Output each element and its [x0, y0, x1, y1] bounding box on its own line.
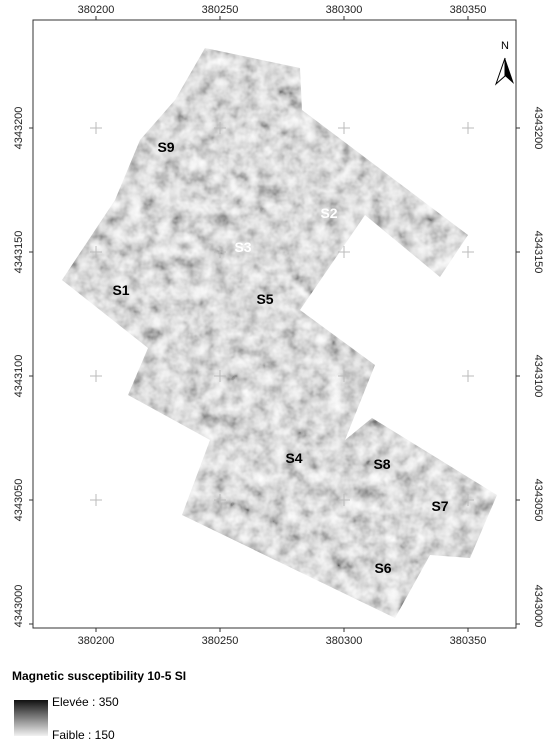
y-tick-label-right: 4343050: [532, 479, 544, 522]
y-tick-label-right: 4343150: [532, 231, 544, 274]
grid-cross: [338, 494, 350, 506]
grid-cross: [90, 370, 102, 382]
grid-cross: [214, 122, 226, 134]
legend-title: Magnetic susceptibility 10-5 SI: [12, 669, 186, 683]
y-tick-label-right: 4343100: [532, 355, 544, 398]
y-tick-label-left: 4343200: [13, 107, 25, 150]
legend-low: Faible : 150: [52, 728, 115, 742]
y-tick-label-right: 4343200: [532, 107, 544, 150]
grid-cross: [462, 246, 474, 258]
x-tick-label-bottom: 380350: [450, 635, 487, 647]
grid: [29, 16, 520, 632]
site-label: S3: [234, 239, 251, 255]
y-tick-label-right: 4343000: [532, 585, 544, 628]
x-tick-label-bottom: 380300: [326, 635, 363, 647]
site-label: S9: [157, 139, 174, 155]
grid-cross: [90, 246, 102, 258]
grid-cross: [214, 370, 226, 382]
north-arrow: N: [494, 40, 514, 86]
grid-cross: [338, 370, 350, 382]
grid-cross: [90, 494, 102, 506]
x-tick-label-top: 380250: [202, 4, 239, 16]
x-tick-label-bottom: 380250: [202, 635, 239, 647]
grid-cross: [462, 370, 474, 382]
site-label: S2: [320, 205, 337, 221]
site-label: S5: [256, 291, 273, 307]
site-label: S1: [112, 282, 129, 298]
y-tick-label-left: 4343000: [13, 585, 25, 628]
survey-area: [62, 48, 497, 618]
grid-cross: [214, 246, 226, 258]
grid-cross: [338, 122, 350, 134]
y-tick-label-left: 4343100: [13, 355, 25, 398]
site-label: S8: [373, 456, 390, 472]
legend-ramp: [14, 700, 48, 736]
grid-cross: [90, 122, 102, 134]
x-tick-label-bottom: 380200: [78, 635, 115, 647]
x-tick-label-top: 380300: [326, 4, 363, 16]
x-tick-label-top: 380350: [450, 4, 487, 16]
grid-cross: [462, 494, 474, 506]
tick-labels: 380200 380200 380250 380250 380300 380300 3803…: [13, 4, 544, 647]
x-tick-label-top: 380200: [78, 4, 115, 16]
grid-cross: [462, 122, 474, 134]
grid-cross: [338, 246, 350, 258]
north-label: N: [501, 40, 509, 52]
legend-high: Elevée : 350: [52, 695, 119, 709]
site-label: S6: [374, 560, 391, 576]
site-label: S7: [431, 498, 448, 514]
y-tick-label-left: 4343150: [13, 231, 25, 274]
site-labels: S9 S2 S3 S1 S5 S4 S8 S7 S6: [112, 139, 448, 576]
y-tick-label-left: 4343050: [13, 479, 25, 522]
grid-cross: [214, 494, 226, 506]
site-label: S4: [285, 450, 302, 466]
